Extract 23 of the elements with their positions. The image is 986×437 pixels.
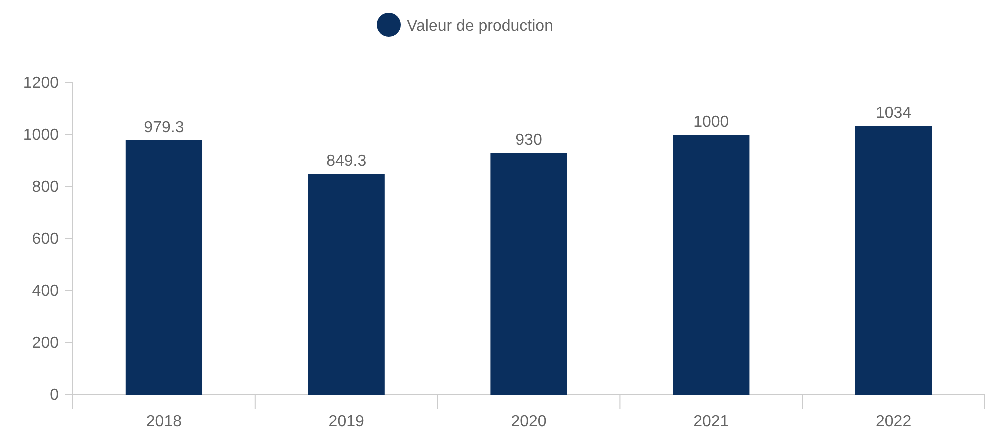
x-tick-label: 2018 — [146, 413, 182, 430]
y-tick-label: 400 — [32, 283, 60, 300]
bar — [673, 135, 750, 395]
x-tick-label: 2020 — [511, 413, 547, 430]
data-label: 1034 — [876, 105, 912, 122]
data-label: 1000 — [694, 114, 730, 131]
bar — [308, 174, 385, 395]
y-tick-label: 1000 — [23, 127, 60, 144]
data-label: 979.3 — [144, 119, 184, 136]
bar — [490, 153, 568, 395]
legend-label: Valeur de production — [407, 18, 554, 35]
y-tick-label: 600 — [32, 231, 60, 248]
bar — [855, 126, 932, 395]
data-label: 849.3 — [326, 153, 367, 170]
x-tick-label: 2019 — [328, 413, 364, 430]
y-tick-label: 1200 — [23, 75, 60, 92]
x-tick-label: 2022 — [876, 413, 912, 430]
bar — [126, 140, 203, 395]
x-tick-label: 2021 — [694, 413, 730, 430]
data-label: 930 — [516, 132, 542, 150]
y-tick-label: 200 — [32, 335, 60, 352]
y-tick-label: 800 — [32, 179, 60, 196]
y-tick-label: 0 — [50, 387, 60, 404]
